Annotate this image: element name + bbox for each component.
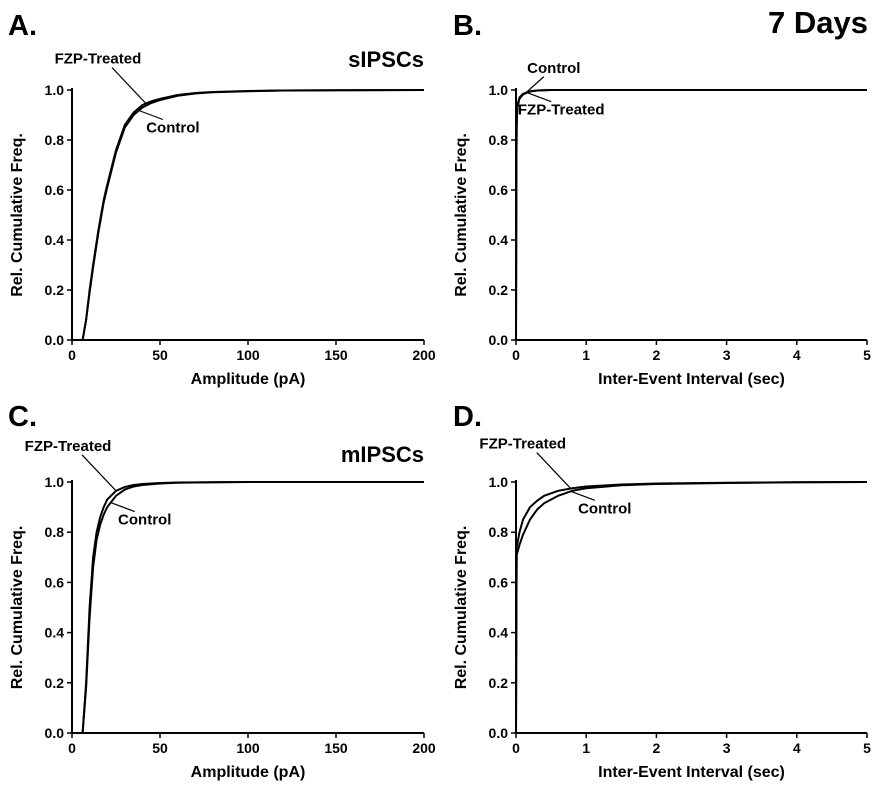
x-tick-label: 0 bbox=[68, 740, 76, 756]
series-annotation: FZP-Treated bbox=[55, 51, 142, 68]
y-tick-label: 0.0 bbox=[489, 332, 509, 348]
series-line-1 bbox=[81, 89, 425, 341]
y-axis-label: Rel. Cumulative Freq. bbox=[453, 526, 470, 690]
series-line-2 bbox=[81, 481, 424, 734]
x-tick-label: 100 bbox=[236, 347, 260, 363]
chart-panel-1: A. sIPSCs 0 50 100 150 200 0.0 0.2 0.4 0.6 0.8 1.0 Am… bbox=[8, 10, 436, 388]
x-tick-label: 50 bbox=[152, 740, 168, 756]
panel-letter: A. bbox=[8, 10, 37, 42]
x-tick-label: 2 bbox=[653, 347, 661, 363]
y-tick-label: 0.0 bbox=[489, 725, 509, 741]
series-line-2 bbox=[81, 89, 425, 341]
panel-letter: C. bbox=[8, 401, 37, 433]
x-tick-label: 0 bbox=[68, 347, 76, 363]
annotation-leader bbox=[527, 92, 552, 103]
series-annotation: FZP-Treated bbox=[25, 438, 112, 455]
y-tick-label: 0.2 bbox=[45, 675, 65, 691]
y-tick-label: 1.0 bbox=[489, 474, 509, 490]
annotation-leader bbox=[81, 454, 117, 492]
y-tick-label: 1.0 bbox=[489, 82, 509, 98]
x-tick-label: 5 bbox=[863, 347, 871, 363]
series-line-1 bbox=[515, 481, 868, 734]
y-tick-label: 0.0 bbox=[45, 332, 65, 348]
x-tick-label: 200 bbox=[412, 740, 436, 756]
y-tick-label: 1.0 bbox=[45, 82, 65, 98]
chart-panel-2: B. 0 1 2 3 4 5 0.0 0.2 0.4 0.6 0.8 1.0 Inter-Event In… bbox=[453, 10, 871, 388]
series-annotation: Control bbox=[578, 500, 631, 517]
chart-panel-3: C. mIPSCs 0 50 100 150 200 0.0 0.2 0.4 0.6 0.8 1.0 Am… bbox=[8, 401, 436, 781]
x-tick-label: 100 bbox=[236, 740, 260, 756]
series-annotation: FZP-Treated bbox=[479, 436, 566, 453]
series-line-2 bbox=[515, 89, 867, 341]
x-tick-label: 150 bbox=[324, 347, 348, 363]
annotation-leader bbox=[138, 109, 164, 121]
x-tick-label: 0 bbox=[512, 740, 520, 756]
y-tick-label: 0.6 bbox=[489, 182, 509, 198]
y-tick-label: 1.0 bbox=[45, 474, 65, 490]
annotation-leader bbox=[570, 490, 595, 501]
y-tick-label: 0.8 bbox=[489, 524, 509, 540]
y-axis-label: Rel. Cumulative Freq. bbox=[453, 133, 470, 297]
x-axis-label: Inter-Event Interval (sec) bbox=[598, 764, 785, 781]
y-tick-label: 0.6 bbox=[45, 574, 65, 590]
y-tick-label: 0.6 bbox=[45, 182, 65, 198]
series-annotation: Control bbox=[118, 512, 171, 529]
annotation-leader bbox=[111, 67, 147, 104]
panel-tag: sIPSCs bbox=[348, 47, 424, 72]
x-tick-label: 3 bbox=[723, 740, 731, 756]
x-tick-label: 4 bbox=[793, 740, 801, 756]
y-tick-label: 0.2 bbox=[489, 282, 509, 298]
y-tick-label: 0.2 bbox=[489, 675, 509, 691]
chart-panel-4: D. 0 1 2 3 4 5 0.0 0.2 0.4 0.6 0.8 1.0 Inter-Event In… bbox=[453, 401, 871, 781]
series-annotation: Control bbox=[146, 120, 199, 137]
y-tick-label: 0.8 bbox=[489, 132, 509, 148]
series-line-1 bbox=[515, 89, 867, 341]
series-annotation: FZP-Treated bbox=[518, 102, 605, 119]
x-tick-label: 5 bbox=[863, 740, 871, 756]
panel-tag: mIPSCs bbox=[341, 442, 424, 467]
y-tick-label: 0.4 bbox=[489, 232, 509, 248]
y-tick-label: 0.0 bbox=[45, 725, 65, 741]
x-tick-label: 3 bbox=[723, 347, 731, 363]
x-tick-label: 150 bbox=[324, 740, 348, 756]
annotation-leader bbox=[110, 502, 135, 513]
series-annotation: Control bbox=[527, 60, 580, 77]
y-tick-label: 0.6 bbox=[489, 574, 509, 590]
y-tick-label: 0.4 bbox=[489, 625, 509, 641]
y-tick-label: 0.8 bbox=[45, 524, 65, 540]
figure-title: 7 Days bbox=[768, 5, 868, 40]
y-tick-label: 0.8 bbox=[45, 132, 65, 148]
x-axis-label: Amplitude (pA) bbox=[191, 764, 306, 781]
x-tick-label: 0 bbox=[512, 347, 520, 363]
y-axis-label: Rel. Cumulative Freq. bbox=[9, 133, 26, 297]
y-axis-label: Rel. Cumulative Freq. bbox=[9, 526, 26, 690]
panel-letter: D. bbox=[453, 401, 482, 433]
annotation-leader bbox=[536, 452, 572, 489]
y-tick-label: 0.4 bbox=[45, 625, 65, 641]
x-tick-label: 2 bbox=[653, 740, 661, 756]
x-tick-label: 1 bbox=[582, 740, 590, 756]
y-tick-label: 0.2 bbox=[45, 282, 65, 298]
annotation-leader bbox=[525, 76, 545, 94]
y-tick-label: 0.4 bbox=[45, 232, 65, 248]
series-line-2 bbox=[515, 481, 868, 734]
x-tick-label: 50 bbox=[152, 347, 168, 363]
x-tick-label: 4 bbox=[793, 347, 801, 363]
x-axis-label: Amplitude (pA) bbox=[191, 371, 306, 388]
x-tick-label: 1 bbox=[582, 347, 590, 363]
x-tick-label: 200 bbox=[412, 347, 436, 363]
panel-letter: B. bbox=[453, 10, 482, 42]
x-axis-label: Inter-Event Interval (sec) bbox=[598, 371, 785, 388]
